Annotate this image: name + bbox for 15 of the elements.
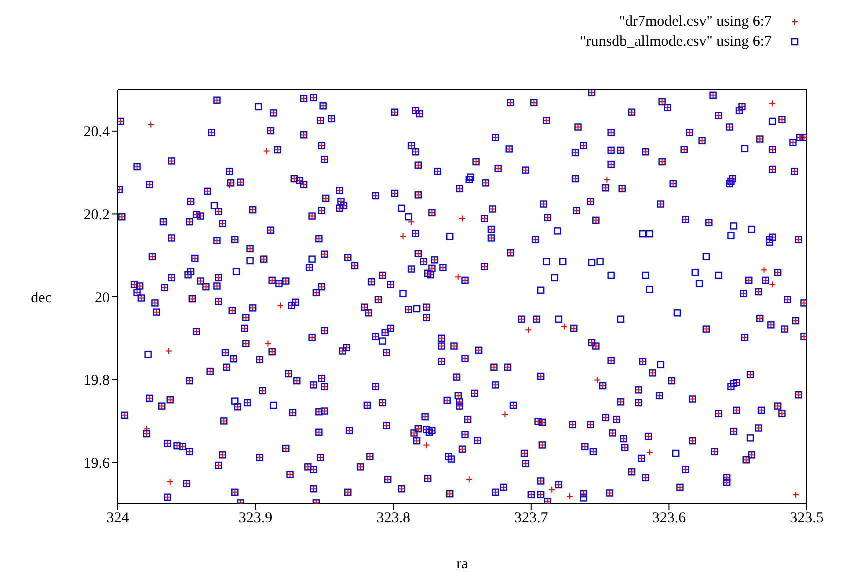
y-tick-label: 20 (95, 290, 110, 306)
y-tick-label: 19.8 (84, 373, 110, 390)
y-tick-label: 19.6 (84, 456, 110, 472)
y-tick-label: 20.4 (84, 124, 110, 141)
x-tick-label: 323.8 (376, 510, 410, 527)
x-tick-label: 323.7 (514, 510, 549, 527)
x-tick-label: 324 (106, 510, 130, 527)
legend-label: "dr7model.csv" using 6:7 (619, 13, 772, 32)
y-axis-title: dec (31, 290, 52, 306)
x-tick-label: 323.5 (790, 510, 824, 527)
x-tick-label: 323.9 (238, 510, 273, 527)
x-tick-label: 323.6 (652, 510, 687, 527)
x-axis-title: ra (456, 556, 469, 573)
legend-label: "runsdb_allmode.csv" using 6:7 (580, 33, 772, 52)
y-tick-label: 20.2 (84, 208, 110, 224)
